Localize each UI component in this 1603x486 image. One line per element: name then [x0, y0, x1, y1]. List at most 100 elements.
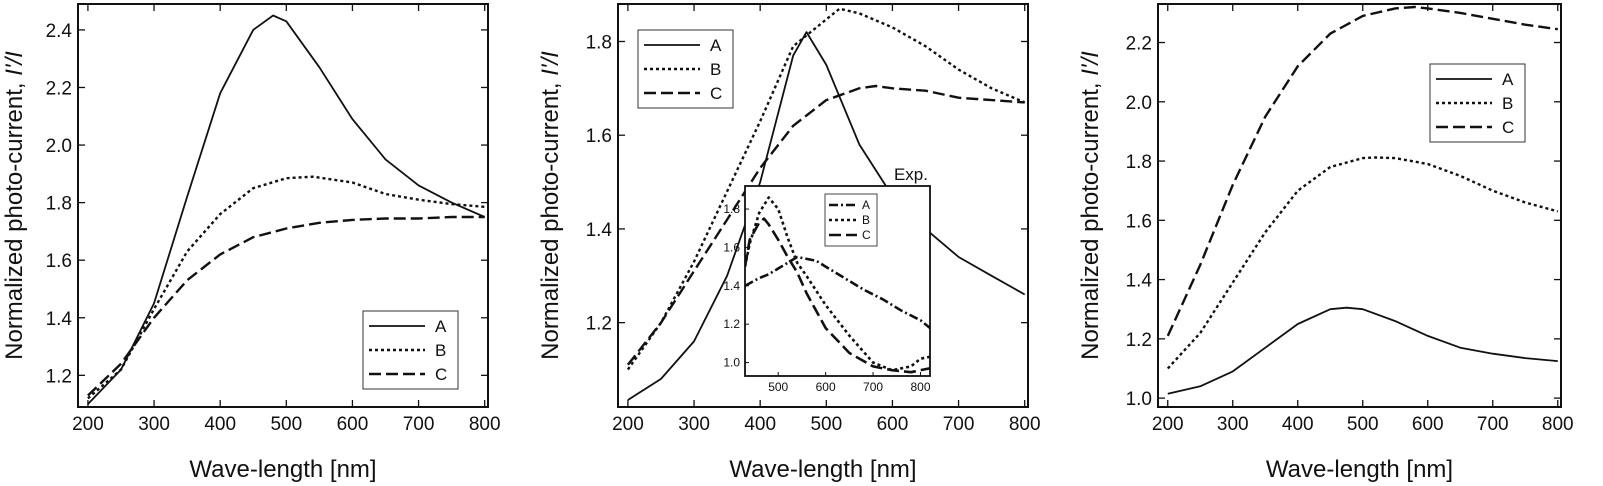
inset-y-tick-label: 1.6 [723, 240, 740, 254]
legend-label-C: C [435, 365, 447, 384]
series-line-A [627, 31, 1026, 401]
x-tick-label: 500 [810, 414, 842, 435]
inset-y-tick-label: 1.4 [723, 279, 740, 293]
y-tick-label: 1.2 [46, 366, 72, 387]
y-tick-label: 1.0 [1126, 389, 1152, 410]
y-tick-label: 1.8 [1126, 152, 1152, 173]
legend: ABC [637, 29, 734, 109]
plot-frame [77, 3, 489, 408]
x-tick-label: 400 [1282, 414, 1314, 435]
y-axis-title: Normalized photo-current, I'/I [1, 51, 28, 360]
series-line-A [87, 14, 486, 405]
y-tick-label: 2.2 [46, 78, 72, 99]
y-axis-title-text: Normalized photo-current, [1077, 76, 1104, 360]
inset-chart: Exp. 500 600 700 800 1.0 1.2 1.4 1.6 1.8 ABC [723, 165, 931, 394]
inset-y-tick-label: 1.2 [723, 317, 740, 331]
legend: ABC [362, 310, 459, 390]
plot-frame [617, 3, 1029, 408]
series-line-A [1167, 306, 1558, 395]
series-line-B [1166, 156, 1559, 370]
legend-label-B: B [710, 60, 721, 79]
y-axis-title-symbol: I'/I [1077, 51, 1104, 76]
x-axis-title: Wave-length [nm] [1266, 456, 1453, 483]
y-tick-label: 2.0 [46, 136, 72, 157]
y-tick-label: 1.6 [1126, 211, 1152, 232]
inset-title: Exp. [894, 165, 928, 184]
x-tick-label: 200 [72, 414, 104, 435]
chart-panel-right: 200 300 400 500 600 700 800 1.0 1.2 1.4 1.6 1.8 2.0 2… [1077, 3, 1574, 483]
x-tick-label: 500 [1347, 414, 1379, 435]
chart-panel-middle: 200 300 400 500 600 700 800 1.2 1.4 1.6 1.8 Wave-le… [537, 3, 1041, 483]
x-tick-label: 800 [469, 414, 501, 435]
x-axis-title: Wave-length [nm] [189, 456, 376, 483]
y-tick-label: 2.2 [1126, 34, 1152, 55]
chart-panel-left: 200 300 400 500 600 700 800 1.2 1.4 1.6 1.8 2.0 2.2 2… [1, 3, 501, 483]
y-tick-label: 1.8 [46, 194, 72, 215]
y-axis-title-symbol: I'/I [537, 51, 564, 76]
legend-label-B: B [435, 341, 446, 360]
y-axis-title: Normalized photo-current, I'/I [537, 51, 564, 360]
inset-legend-label-B: B [862, 213, 870, 227]
inset-series-line-B [745, 196, 930, 372]
inset-series-line-A [745, 255, 930, 330]
y-tick-label: 1.6 [46, 251, 72, 272]
x-tick-label: 300 [1217, 414, 1249, 435]
x-tick-label: 600 [877, 414, 909, 435]
x-tick-label: 200 [1152, 414, 1184, 435]
x-tick-label: 600 [337, 414, 369, 435]
legend-label-C: C [1502, 118, 1514, 137]
series-line-C [626, 84, 1025, 366]
x-tick-label: 500 [270, 414, 302, 435]
y-tick-label: 1.4 [586, 220, 613, 241]
series-line-C [1166, 5, 1558, 337]
inset-x-tick-label: 500 [768, 380, 788, 394]
x-tick-label: 200 [612, 414, 644, 435]
legend-box [362, 310, 459, 390]
y-tick-label: 1.2 [586, 314, 612, 335]
series-line-B [87, 175, 485, 400]
legend-label-C: C [710, 84, 722, 103]
inset-y-tick-label: 1.0 [723, 356, 740, 370]
inset-legend-box [824, 193, 878, 247]
legend-label-A: A [710, 36, 722, 55]
inset-x-tick-label: 700 [863, 380, 883, 394]
x-tick-label: 700 [943, 414, 975, 435]
y-axis-title-text: Normalized photo-current, [1, 76, 28, 360]
y-axis-title-symbol: I'/I [1, 51, 28, 76]
series-line-B [626, 7, 1026, 371]
y-tick-label: 2.0 [1126, 93, 1152, 114]
legend-label-B: B [1502, 94, 1513, 113]
x-tick-label: 300 [678, 414, 710, 435]
legend-label-A: A [1502, 70, 1514, 89]
legend-box [637, 29, 734, 109]
x-tick-label: 600 [1412, 414, 1444, 435]
y-tick-label: 1.4 [1126, 271, 1153, 292]
y-tick-label: 1.6 [586, 126, 612, 147]
inset-x-tick-label: 600 [816, 380, 836, 394]
legend-label-A: A [435, 317, 447, 336]
legend: ABC [1429, 63, 1526, 143]
x-axis-title: Wave-length [nm] [729, 456, 916, 483]
x-tick-label: 800 [1009, 414, 1041, 435]
x-tick-label: 800 [1542, 414, 1574, 435]
y-axis-title-text: Normalized photo-current, [537, 76, 564, 360]
y-axis-title: Normalized photo-current, I'/I [1077, 51, 1104, 360]
y-tick-label: 2.4 [46, 21, 73, 42]
y-tick-label: 1.8 [586, 32, 612, 53]
inset-legend-label-C: C [862, 228, 871, 242]
inset-y-tick-label: 1.8 [723, 202, 740, 216]
inset-series-line-C [745, 217, 930, 374]
x-tick-label: 700 [1477, 414, 1509, 435]
x-tick-label: 300 [138, 414, 170, 435]
y-tick-label: 1.2 [1126, 330, 1152, 351]
inset-legend-label-A: A [862, 198, 870, 212]
y-tick-label: 1.4 [46, 309, 73, 330]
legend-box [1429, 63, 1526, 143]
inset-x-tick-label: 800 [910, 380, 930, 394]
plot-frame [1157, 3, 1562, 408]
x-tick-label: 700 [403, 414, 435, 435]
series-line-C [87, 215, 485, 397]
x-tick-label: 400 [744, 414, 776, 435]
x-tick-label: 400 [204, 414, 236, 435]
